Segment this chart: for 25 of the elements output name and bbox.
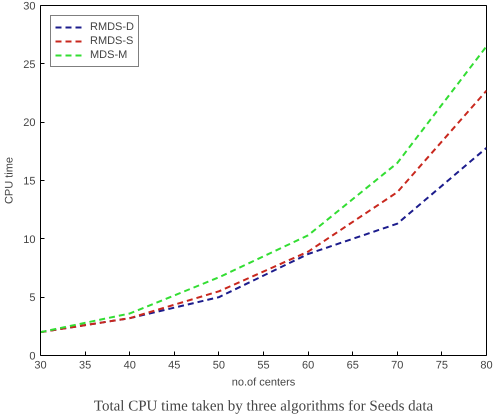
x-tick-label: 75 [436, 360, 448, 372]
legend-label: RMDS-D [90, 20, 134, 34]
line-series [40, 45, 486, 334]
text: Total CPU time taken by three algorithms for Seeds data [94, 398, 434, 414]
x-tick-label: 55 [257, 360, 270, 372]
x-tick-label: 60 [302, 360, 314, 372]
y-tick-label: 5 [29, 292, 36, 304]
y-tick-label: 0 [29, 350, 36, 362]
y-tick-label: 15 [23, 176, 36, 188]
legend-label: MDS-M [90, 48, 128, 62]
y-tick-label: 25 [23, 58, 36, 71]
y-tick-label: 20 [23, 117, 36, 130]
x-tick-label: 70 [391, 360, 404, 372]
legend-label: RMDS-S [90, 34, 134, 48]
x-tick-label: 80 [480, 360, 493, 372]
x-tick-label: 40 [124, 360, 136, 372]
line-series [40, 90, 486, 334]
x-tick-label: 35 [78, 360, 92, 372]
y-tick-label: 30 [23, 0, 36, 12]
x-tick-label: 50 [212, 360, 226, 372]
y-tick-label: 10 [23, 234, 36, 246]
x-axis-title: no.of centers [232, 376, 296, 388]
x-tick-label: 45 [168, 360, 180, 372]
y-axis-title: CPU time [3, 156, 16, 204]
x-tick-label: 65 [346, 360, 359, 372]
